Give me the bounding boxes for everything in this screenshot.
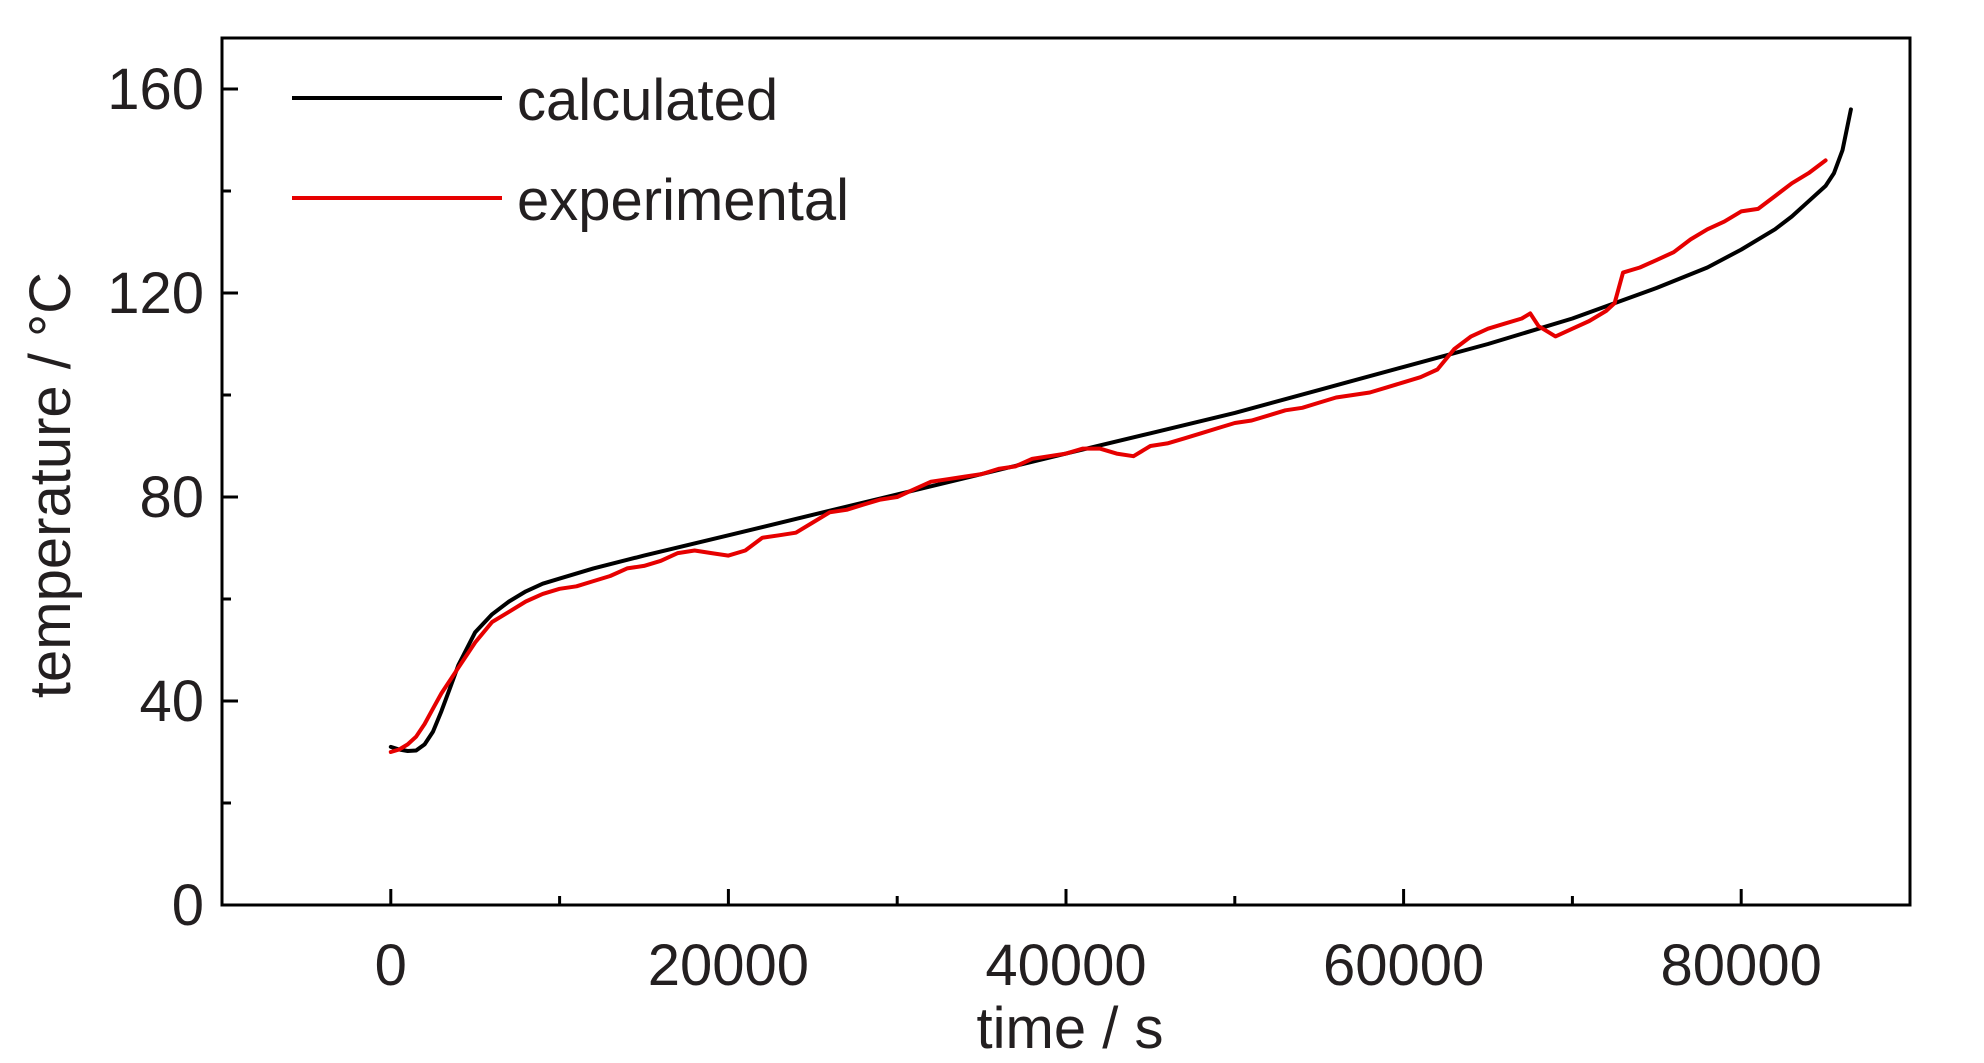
y-tick-label: 120: [107, 261, 204, 326]
x-tick-label: 20000: [648, 933, 809, 998]
series-layer: [388, 107, 1853, 754]
legend: calculated experimental: [292, 68, 849, 233]
legend-label-calculated: calculated: [517, 68, 778, 133]
y-tick-label: 80: [139, 465, 204, 530]
y-axis-title: temperature / °C: [18, 272, 83, 698]
x-tick-label: 0: [375, 933, 407, 998]
y-tick-label: 0: [172, 873, 204, 938]
plot-frame: [220, 36, 1912, 907]
y-axis-ticks: [222, 87, 238, 907]
x-tick-labels: 0 20000 40000 60000 80000: [375, 933, 1822, 998]
series-line-experimental: [388, 158, 1828, 754]
x-axis-ticks: [389, 889, 1743, 905]
series-line-calculated: [388, 107, 1853, 753]
legend-label-experimental: experimental: [517, 168, 849, 233]
x-tick-label: 80000: [1661, 933, 1822, 998]
y-tick-label: 40: [139, 669, 204, 734]
y-tick-labels: 0 40 80 120 160: [107, 57, 204, 938]
x-tick-label: 40000: [985, 933, 1146, 998]
y-tick-label: 160: [107, 57, 204, 122]
x-axis-title: time / s: [977, 996, 1164, 1061]
x-tick-label: 60000: [1323, 933, 1484, 998]
